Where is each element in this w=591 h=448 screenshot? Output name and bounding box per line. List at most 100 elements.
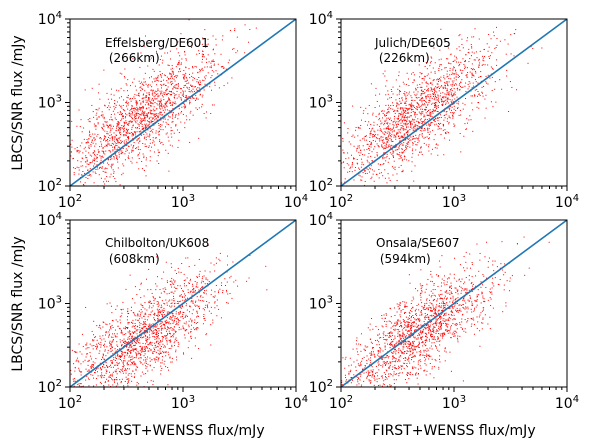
scatter-point: [442, 129, 444, 131]
scatter-point: [175, 351, 177, 353]
scatter-point: [169, 116, 171, 118]
scatter-point: [445, 97, 447, 99]
scatter-point: [116, 126, 118, 128]
scatter-point: [448, 77, 450, 79]
scatter-point: [446, 100, 448, 102]
scatter-point: [177, 146, 179, 148]
scatter-point: [441, 85, 443, 87]
scatter-point: [434, 103, 436, 105]
scatter-point: [166, 293, 168, 295]
scatter-point: [82, 436, 83, 437]
scatter-point: [386, 80, 388, 82]
scatter-point: [178, 71, 180, 73]
scatter-point: [73, 391, 74, 392]
scatter-point: [113, 378, 115, 380]
scatter-point: [471, 69, 473, 71]
scatter-point: [79, 370, 81, 372]
scatter-point: [422, 121, 424, 123]
scatter-point: [80, 383, 82, 385]
scatter-point: [92, 133, 94, 135]
scatter-point: [151, 342, 153, 344]
scatter-point: [404, 129, 406, 131]
scatter-point: [168, 110, 170, 112]
scatter-point: [167, 326, 169, 328]
scatter-point: [405, 144, 407, 146]
scatter-point: [198, 299, 200, 301]
scatter-point: [177, 321, 179, 323]
scatter-point: [201, 53, 203, 55]
scatter-point: [140, 123, 142, 125]
scatter-point: [389, 180, 391, 182]
scatter-point: [84, 412, 85, 413]
scatter-point: [395, 79, 397, 81]
scatter-point: [161, 325, 163, 327]
scatter-point: [201, 286, 203, 288]
scatter-point: [163, 310, 165, 312]
scatter-point: [121, 403, 122, 404]
scatter-point: [78, 173, 80, 175]
scatter-point: [128, 123, 130, 125]
scatter-point: [118, 97, 120, 99]
scatter-point: [177, 62, 179, 64]
scatter-point: [171, 114, 173, 116]
scatter-point: [110, 364, 111, 366]
scatter-point: [490, 101, 492, 103]
scatter-point: [177, 118, 179, 120]
scatter-point: [78, 169, 80, 171]
scatter-point: [85, 356, 87, 358]
scatter-point: [213, 61, 215, 63]
scatter-point: [401, 111, 403, 113]
scatter-point: [161, 124, 163, 126]
scatter-point: [186, 77, 188, 79]
scatter-point: [109, 340, 111, 342]
scatter-point: [158, 123, 160, 125]
scatter-point: [157, 303, 159, 305]
scatter-point: [398, 138, 400, 140]
scatter-point: [106, 162, 108, 164]
scatter-point: [158, 354, 160, 356]
scatter-point: [181, 304, 183, 306]
scatter-point: [131, 362, 133, 364]
scatter-point: [166, 322, 168, 324]
scatter-point: [143, 315, 145, 317]
scatter-point: [385, 157, 387, 159]
scatter-point: [402, 171, 404, 173]
scatter-point: [371, 160, 373, 162]
scatter-point: [120, 142, 122, 144]
scatter-point: [148, 125, 150, 127]
scatter-point: [105, 332, 107, 334]
scatter-point: [431, 57, 433, 59]
scatter-point: [368, 162, 370, 164]
scatter-point: [158, 353, 160, 355]
scatter-point: [370, 146, 372, 148]
scatter-point: [182, 318, 184, 320]
scatter-point: [151, 86, 153, 88]
scatter-point: [380, 58, 382, 60]
scatter-point: [175, 84, 177, 86]
scatter-point: [212, 48, 214, 50]
scatter-point: [385, 137, 387, 139]
scatter-point: [400, 157, 402, 159]
scatter-point: [112, 384, 114, 386]
scatter-point: [431, 82, 433, 84]
scatter-point: [402, 144, 404, 146]
scatter-point: [90, 367, 92, 369]
scatter-point: [476, 95, 478, 97]
scatter-point: [420, 95, 422, 97]
scatter-point: [155, 130, 157, 132]
scatter-point: [399, 100, 401, 102]
scatter-point: [464, 123, 466, 125]
scatter-point: [142, 107, 144, 109]
scatter-point: [129, 345, 131, 347]
scatter-point: [412, 108, 414, 110]
scatter-point: [92, 152, 94, 154]
scatter-point: [210, 113, 212, 115]
scatter-point: [92, 142, 94, 144]
scatter-point: [81, 142, 83, 144]
scatter-point: [92, 340, 94, 342]
scatter-point: [373, 121, 375, 123]
scatter-point: [140, 109, 142, 111]
scatter-point: [154, 92, 156, 94]
scatter-point: [442, 86, 444, 88]
scatter-point: [365, 135, 367, 137]
